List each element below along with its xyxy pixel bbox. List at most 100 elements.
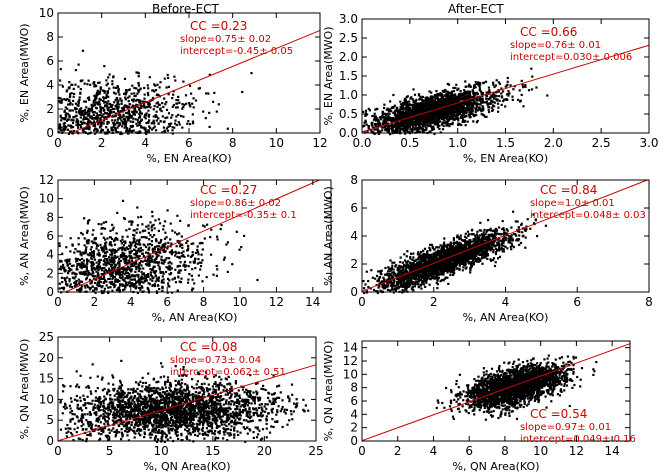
scatter-point: [60, 276, 63, 279]
scatter-point: [476, 109, 479, 112]
scatter-point: [456, 112, 459, 115]
scatter-point: [116, 126, 119, 129]
scatter-point: [102, 247, 105, 250]
scatter-point: [129, 120, 132, 123]
scatter-point: [454, 86, 457, 90]
scatter-point: [153, 270, 156, 273]
scatter-point: [90, 240, 93, 243]
scatter-point: [430, 95, 433, 98]
scatter-point: [97, 249, 100, 252]
scatter-point: [82, 131, 85, 134]
scatter-point: [433, 132, 436, 136]
scatter-point: [96, 123, 100, 126]
scatter-point: [135, 266, 138, 269]
scatter-point: [108, 248, 111, 251]
scatter-point: [394, 113, 397, 116]
scatter-point: [72, 130, 75, 133]
scatter-point: [131, 282, 135, 285]
scatter-point: [403, 119, 406, 122]
scatter-point: [60, 116, 63, 120]
scatter-point: [96, 116, 99, 119]
scatter-point: [180, 114, 183, 118]
scatter-point: [506, 76, 509, 80]
scatter-point: [108, 236, 112, 239]
scatter-point: [183, 255, 186, 258]
scatter-point: [468, 92, 471, 95]
scatter-point: [434, 107, 437, 110]
scatter-point: [184, 265, 187, 268]
scatter-point: [473, 91, 476, 95]
scatter-point: [433, 277, 436, 280]
scatter-point: [64, 99, 67, 102]
scatter-point: [148, 125, 151, 128]
scatter-point: [112, 86, 115, 89]
scatter-point: [73, 251, 76, 254]
scatter-point: [183, 260, 186, 263]
scatter-point: [412, 117, 415, 121]
scatter-point: [79, 124, 82, 127]
scatter-point: [173, 126, 176, 129]
scatter-point: [80, 120, 83, 123]
scatter-point: [110, 244, 113, 247]
scatter-point: [155, 245, 159, 248]
scatter-point: [377, 120, 380, 123]
scatter-point: [144, 275, 147, 278]
scatter-point: [117, 106, 120, 109]
scatter-point: [440, 94, 443, 97]
scatter-point: [110, 282, 113, 285]
scatter-point: [124, 247, 127, 250]
scatter-point: [458, 263, 461, 266]
scatter-point: [153, 258, 156, 261]
scatter-point: [170, 272, 173, 275]
scatter-point: [436, 118, 439, 121]
scatter-point: [471, 89, 474, 92]
scatter-point: [456, 106, 460, 109]
scatter-point: [367, 125, 370, 128]
x-tick-label: 0.5: [400, 136, 419, 150]
scatter-point: [451, 123, 454, 126]
scatter-point: [127, 105, 130, 109]
scatter-point: [159, 108, 162, 111]
scatter-point: [199, 265, 203, 268]
scatter-point: [134, 94, 137, 97]
scatter-point: [393, 117, 396, 120]
scatter-point: [384, 114, 387, 117]
scatter-point: [147, 105, 151, 108]
scatter-point: [482, 231, 485, 234]
x-tick-label: 4: [127, 295, 135, 309]
scatter-point: [447, 119, 450, 122]
scatter-point: [76, 250, 79, 253]
scatter-point: [157, 264, 160, 267]
scatter-point: [141, 230, 144, 233]
scatter-point: [60, 119, 63, 122]
scatter-point: [88, 219, 91, 222]
scatter-point: [167, 262, 170, 265]
scatter-point: [99, 125, 102, 128]
scatter-point: [451, 95, 454, 98]
scatter-point: [150, 275, 153, 278]
scatter-point: [497, 106, 500, 109]
scatter-point: [491, 258, 495, 262]
scatter-point: [426, 114, 429, 117]
scatter-point: [137, 82, 140, 85]
scatter-point: [432, 127, 435, 131]
scatter-point: [97, 273, 100, 276]
scatter-point: [396, 130, 399, 133]
scatter-point: [179, 243, 182, 246]
scatter-point: [105, 126, 108, 129]
scatter-point: [507, 94, 510, 97]
scatter-point: [154, 274, 157, 278]
scatter-point: [135, 87, 138, 90]
scatter-point: [404, 99, 407, 102]
scatter-points: [58, 199, 259, 294]
scatter-point: [200, 241, 203, 244]
scatter-point: [113, 101, 116, 104]
scatter-point: [77, 101, 80, 104]
scatter-point: [130, 284, 133, 287]
scatter-point: [180, 251, 183, 255]
scatter-point: [535, 86, 538, 89]
scatter-point: [88, 288, 92, 291]
scatter-point: [120, 274, 124, 277]
scatter-point: [478, 89, 481, 92]
scatter-point: [191, 251, 194, 254]
